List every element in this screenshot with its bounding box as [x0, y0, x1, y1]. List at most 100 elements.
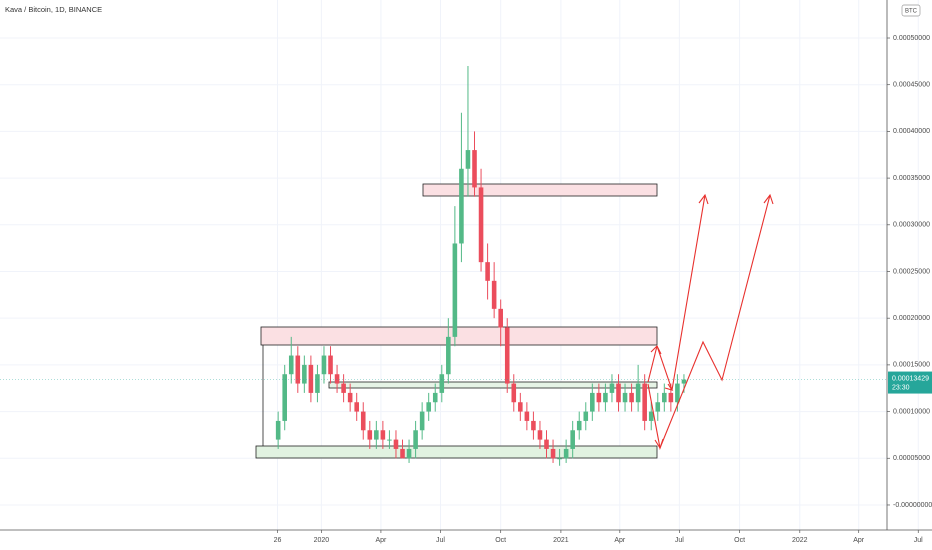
grid	[0, 0, 919, 530]
countdown-label: 23:30	[892, 384, 910, 391]
candle-body	[596, 392, 602, 403]
candle-body	[459, 168, 464, 244]
last-price-label: 0.00013429	[892, 375, 929, 382]
candle-body	[616, 383, 621, 403]
y-tick-label: 0.00015000	[893, 362, 930, 369]
candle-body	[328, 355, 333, 375]
currency-label: BTC	[905, 9, 918, 15]
resistance-zone	[422, 183, 658, 197]
y-tick-label: 0.00050000	[893, 35, 930, 42]
x-tick-label: Jul	[675, 537, 684, 544]
arrow-head	[654, 438, 664, 450]
candle-body	[295, 355, 301, 384]
candle-body	[603, 392, 608, 403]
last-price-box	[888, 371, 932, 394]
candle-body	[576, 420, 582, 431]
candle-body	[406, 448, 412, 459]
candle-body	[498, 308, 503, 328]
x-tick-label: Oct	[734, 537, 745, 544]
x-tick-label: 2021	[553, 537, 569, 544]
candle-body	[590, 392, 595, 412]
currency-badge[interactable]	[901, 4, 921, 17]
arrow	[647, 194, 771, 450]
x-tick-label: Apr	[614, 537, 626, 544]
y-tick-label: 0.00010000	[893, 408, 930, 415]
candle-body	[452, 243, 458, 337]
candle-body	[413, 430, 418, 449]
candle-body	[419, 411, 425, 431]
x-tick-label: Jul	[914, 537, 923, 544]
candle-body	[446, 336, 451, 375]
x-tick-label: 2022	[792, 537, 808, 544]
candle-body	[360, 411, 366, 431]
candle-body	[288, 355, 294, 375]
candle-body	[550, 448, 556, 459]
candle-body	[648, 411, 654, 421]
candle-body	[439, 374, 445, 393]
candle-body	[629, 392, 634, 403]
candle-body	[655, 402, 661, 412]
candles	[275, 66, 687, 466]
candle-body	[537, 430, 543, 440]
candle-body	[668, 392, 674, 403]
candle-body	[570, 430, 575, 449]
candle-body	[635, 383, 641, 403]
candle-body	[557, 458, 562, 460]
candle-body	[315, 374, 320, 393]
y-tick-label: 0.00035000	[893, 175, 930, 182]
y-tick-label: 0.00045000	[893, 82, 930, 89]
candle-body	[432, 392, 438, 403]
pivot-zone	[328, 381, 658, 389]
x-tick-label: 2020	[314, 537, 330, 544]
y-tick-label: 0.00040000	[893, 128, 930, 135]
support-zone	[255, 445, 658, 459]
candle-body	[622, 392, 628, 403]
candle-body	[374, 430, 379, 440]
x-tick-label: Oct	[495, 537, 506, 544]
y-tick-label: 0.00020000	[893, 315, 930, 322]
y-tick-label: -0.00000000	[893, 502, 932, 509]
candle-body	[400, 448, 405, 459]
candle-body	[302, 364, 307, 384]
y-tick-label: 0.00025000	[893, 268, 930, 275]
x-tick-label: Apr	[375, 537, 387, 544]
candle-body	[334, 374, 340, 384]
x-tick-label: Apr	[853, 537, 865, 544]
resistance-zone	[260, 326, 658, 346]
candle-body	[524, 411, 530, 421]
candle-body	[662, 392, 667, 403]
x-tick-label: Jul	[436, 537, 445, 544]
candle-body	[282, 374, 287, 421]
arrow-head	[698, 193, 709, 205]
candle-body	[478, 187, 484, 263]
candle-body	[465, 150, 471, 169]
candle-body	[518, 402, 523, 412]
candle-body	[472, 150, 477, 188]
candle-body	[681, 379, 687, 384]
candle-body	[354, 402, 359, 412]
candle-body	[563, 448, 569, 459]
candle-body	[341, 383, 346, 393]
candle-body	[367, 430, 373, 440]
candle-body	[321, 355, 327, 375]
candle-body	[426, 402, 431, 412]
x-tick-label: 26	[274, 537, 282, 544]
candle-body	[504, 327, 510, 384]
candle-body	[393, 439, 399, 449]
candle-body	[609, 383, 615, 393]
candle-body	[583, 411, 589, 421]
candle-body	[511, 383, 517, 403]
chart-title: Kava / Bitcoin, 1D, BINANCE	[5, 5, 102, 14]
candle-body	[308, 364, 314, 393]
arrow	[647, 345, 658, 383]
arrow-head	[763, 193, 774, 205]
y-tick-label: 0.00005000	[893, 455, 930, 462]
candle-body	[544, 439, 549, 449]
candle-body	[491, 280, 497, 309]
candle-body	[531, 420, 536, 431]
candle-body	[387, 439, 392, 441]
candle-body	[485, 262, 490, 281]
candle-body	[347, 392, 353, 403]
